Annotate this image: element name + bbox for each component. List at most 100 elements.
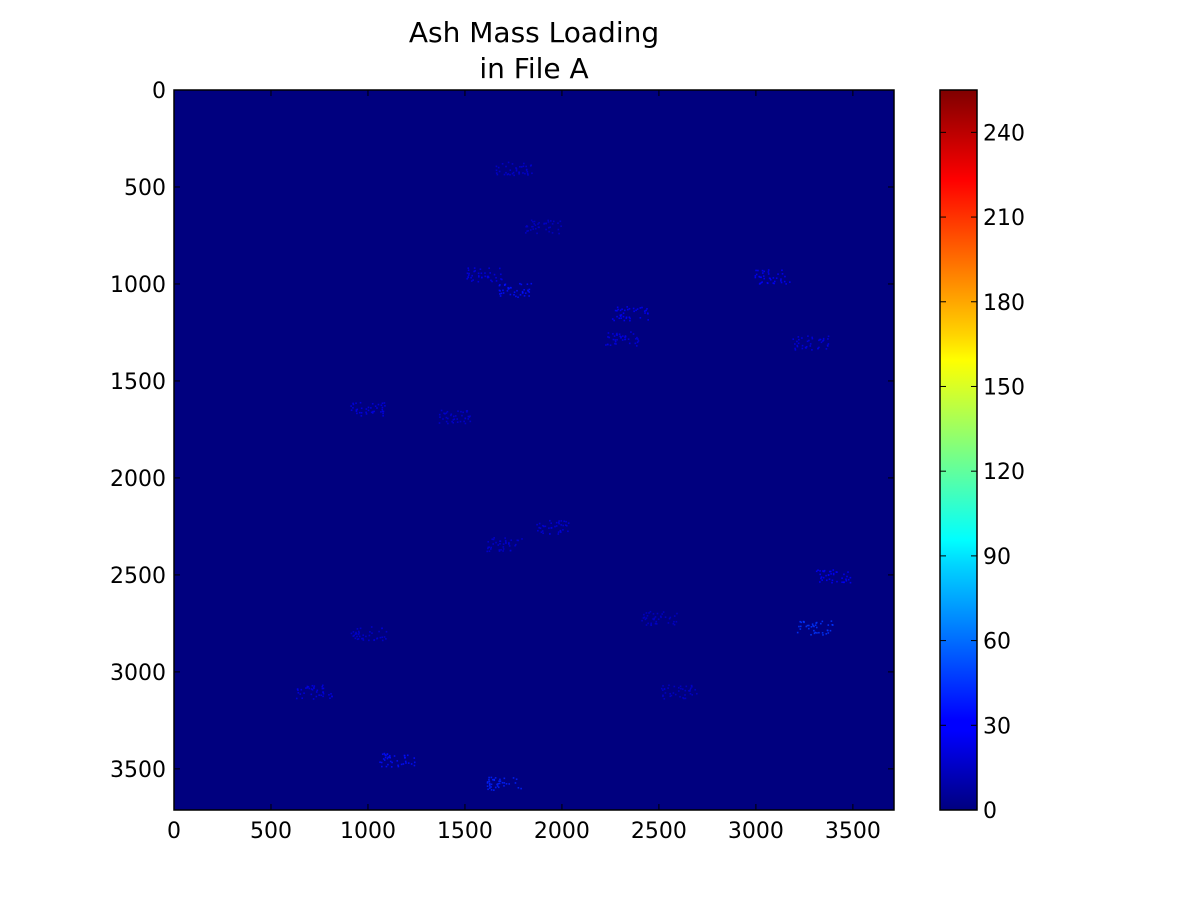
ash-pixel — [505, 165, 507, 168]
ash-pixel — [650, 624, 652, 626]
ash-pixel — [356, 408, 359, 411]
ash-pixel — [623, 309, 626, 312]
ash-pixel — [662, 611, 665, 613]
ash-pixel — [384, 756, 387, 759]
ash-pixel — [669, 616, 672, 619]
ash-pixel — [360, 415, 363, 417]
ash-pixel — [466, 277, 469, 280]
ash-pixel — [662, 695, 664, 698]
ash-pixel — [628, 308, 631, 310]
ash-pixel — [515, 778, 518, 781]
ash-pixel — [560, 520, 563, 522]
ash-pixel — [508, 541, 510, 544]
ash-pixel — [413, 757, 416, 759]
ash-pixel — [797, 342, 800, 345]
ash-pixel — [381, 410, 384, 413]
ash-pixel — [625, 316, 628, 319]
ash-pixel — [675, 620, 678, 623]
ash-pixel — [832, 624, 834, 626]
ash-pixel — [830, 620, 833, 622]
ash-pixel — [557, 521, 560, 524]
ash-feature — [524, 219, 562, 235]
ash-pixel — [508, 287, 510, 290]
ash-pixel — [810, 626, 813, 628]
ash-pixel — [382, 414, 384, 417]
ash-pixel — [760, 276, 762, 279]
ash-pixel — [825, 633, 828, 635]
ash-pixel — [500, 278, 502, 280]
ash-pixel — [383, 752, 386, 755]
ash-pixel — [359, 401, 362, 404]
ash-pixel — [493, 789, 495, 791]
ash-pixel — [822, 634, 824, 636]
ash-pixel — [357, 630, 360, 633]
ash-pixel — [661, 689, 664, 692]
ash-pixel — [515, 168, 518, 170]
ash-pixel — [537, 226, 540, 229]
ash-pixel — [505, 542, 507, 545]
ash-pixel — [461, 414, 463, 417]
ash-pixel — [772, 282, 775, 284]
ash-pixel — [670, 694, 673, 697]
ash-pixel — [799, 628, 802, 630]
ash-pixel — [567, 530, 569, 533]
ash-pixel — [480, 272, 483, 275]
ash-pixel — [629, 319, 631, 322]
ash-pixel — [321, 687, 324, 690]
ash-pixel — [525, 165, 527, 168]
ash-pixel — [519, 282, 521, 285]
x-tick-label: 500 — [250, 819, 292, 844]
ash-pixel — [511, 172, 514, 175]
ash-pixel — [780, 281, 783, 284]
x-tick-label: 0 — [167, 819, 181, 844]
ash-pixel — [446, 410, 449, 413]
ash-pixel — [620, 317, 623, 320]
ash-pixel — [362, 639, 365, 641]
colorbar-tick-label: 180 — [983, 291, 1025, 316]
ash-pixel — [469, 420, 472, 423]
ash-pixel — [507, 286, 509, 289]
ash-pixel — [796, 340, 798, 343]
ash-pixel — [823, 570, 825, 573]
ash-pixel — [634, 342, 637, 345]
ash-pixel — [380, 404, 383, 407]
chart-subtitle: in File A — [479, 52, 589, 85]
ash-pixel — [551, 232, 554, 234]
ash-pixel — [663, 687, 666, 690]
ash-pixel — [827, 574, 830, 576]
ash-pixel — [622, 312, 625, 315]
ash-pixel — [486, 785, 489, 788]
ash-pixel — [614, 309, 617, 312]
ash-pixel — [357, 638, 360, 640]
ash-pixel — [644, 618, 647, 621]
ash-pixel — [307, 685, 310, 688]
ash-pixel — [625, 317, 628, 320]
ash-pixel — [486, 550, 489, 553]
ash-pixel — [503, 777, 506, 780]
ash-pixel — [835, 571, 838, 573]
ash-pixel — [814, 631, 817, 634]
ash-pixel — [501, 163, 504, 165]
ash-pixel — [626, 308, 629, 311]
ash-pixel — [305, 687, 307, 689]
ash-pixel — [378, 630, 380, 633]
ash-pixel — [530, 219, 533, 222]
ash-pixel — [506, 173, 509, 176]
ash-pixel — [306, 685, 309, 688]
ash-pixel — [508, 545, 511, 547]
ash-pixel — [823, 569, 826, 572]
ash-pixel — [682, 697, 684, 699]
ash-pixel — [498, 170, 501, 173]
ash-pixel — [613, 319, 615, 322]
ash-pixel — [820, 622, 822, 625]
ash-pixel — [798, 625, 800, 628]
ash-pixel — [387, 756, 389, 759]
ash-pixel — [519, 165, 521, 168]
ash-pixel — [617, 308, 619, 311]
ash-pixel — [819, 573, 822, 576]
ash-pixel — [352, 403, 355, 406]
ash-pixel — [780, 279, 782, 282]
colorbar-tick-label: 150 — [983, 375, 1025, 400]
ash-pixel — [542, 532, 544, 535]
ash-pixel — [496, 783, 498, 786]
